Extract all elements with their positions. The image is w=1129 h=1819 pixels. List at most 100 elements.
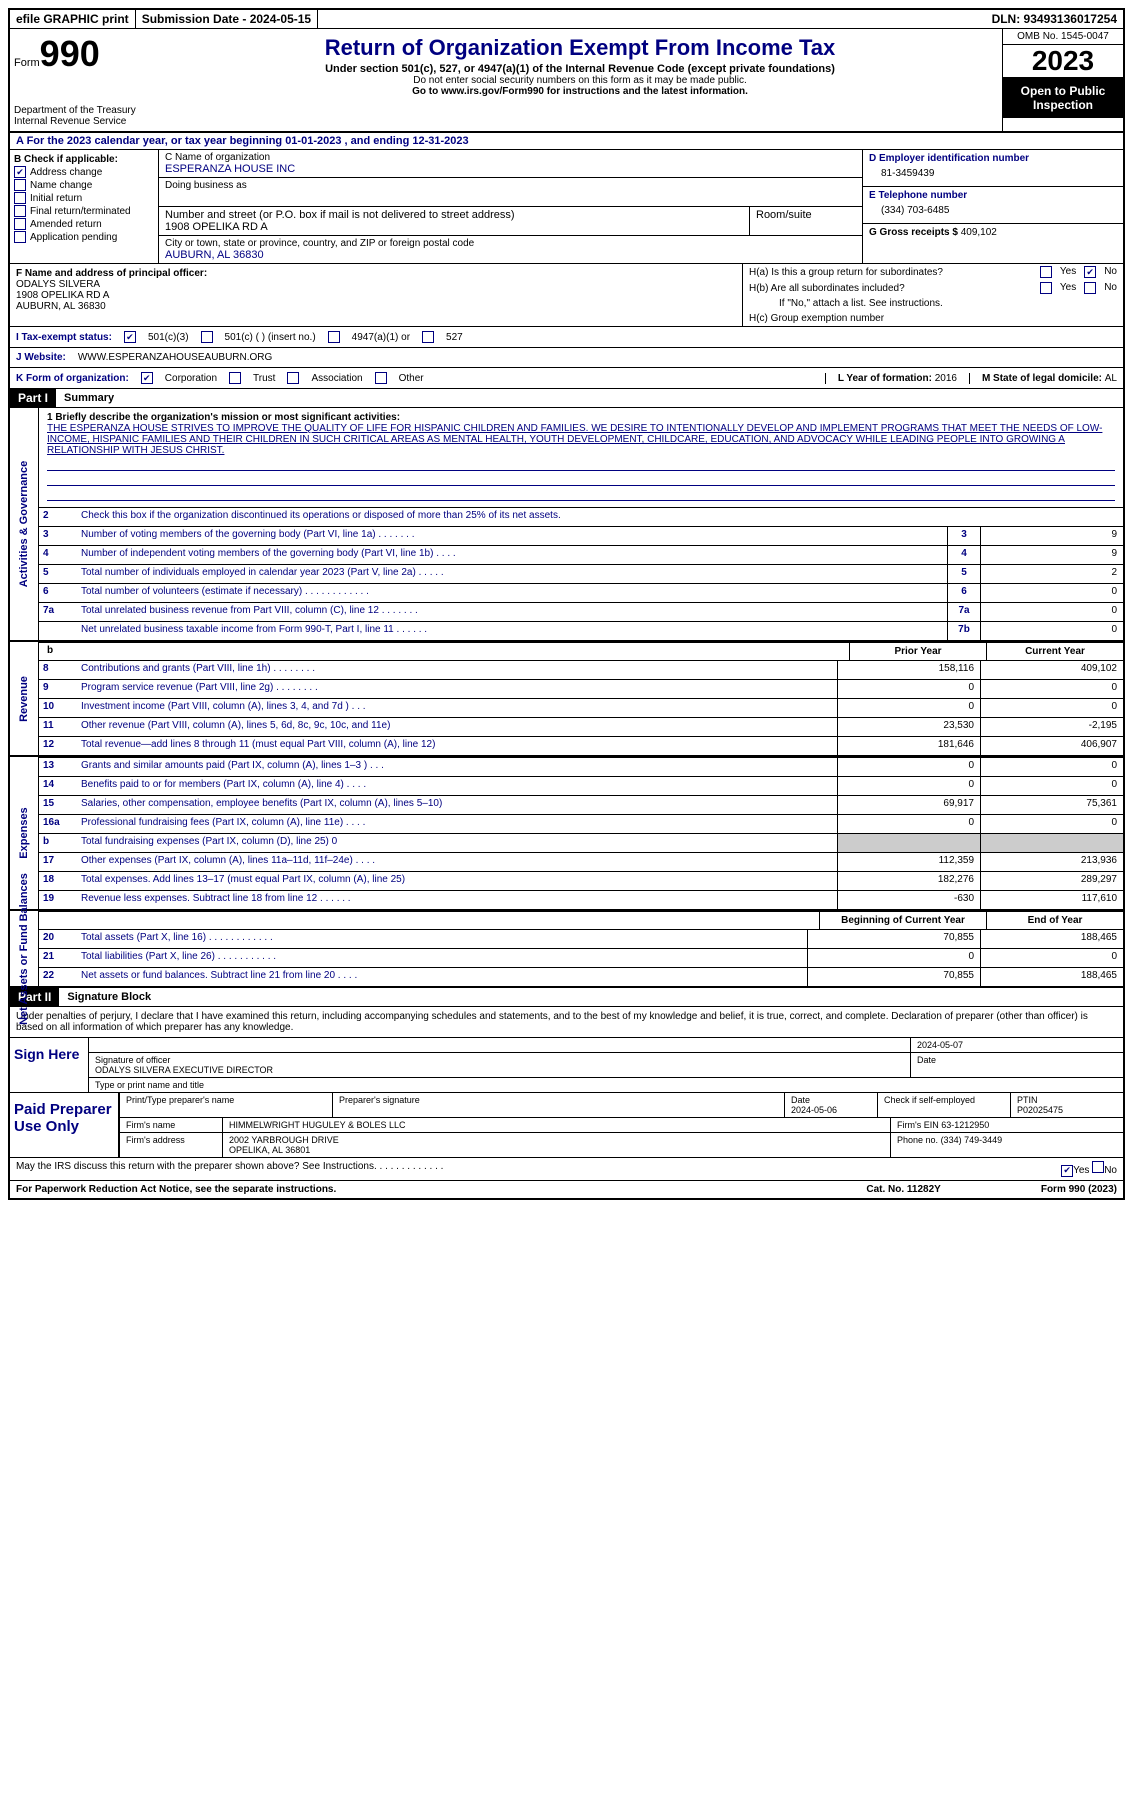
current-year-header: Current Year bbox=[986, 643, 1123, 660]
header-right: OMB No. 1545-0047 2023 Open to Public In… bbox=[1002, 29, 1123, 131]
table-row: 7aTotal unrelated business revenue from … bbox=[39, 602, 1123, 621]
table-row: 16aProfessional fundraising fees (Part I… bbox=[39, 814, 1123, 833]
prior-year-header: Prior Year bbox=[849, 643, 986, 660]
table-row: 9Program service revenue (Part VIII, lin… bbox=[39, 679, 1123, 698]
corp-checkbox[interactable] bbox=[141, 372, 153, 384]
trust-checkbox[interactable] bbox=[229, 372, 241, 384]
app-pending-checkbox[interactable] bbox=[14, 231, 26, 243]
firm-ein: 63-1212950 bbox=[941, 1120, 989, 1130]
part1-header: Part I Summary bbox=[10, 389, 1123, 408]
discuss-row: May the IRS discuss this return with the… bbox=[10, 1158, 1123, 1181]
table-row: 18Total expenses. Add lines 13–17 (must … bbox=[39, 871, 1123, 890]
hb-yes[interactable] bbox=[1040, 282, 1052, 294]
hb-no[interactable] bbox=[1084, 282, 1096, 294]
section-b-label: B Check if applicable: bbox=[14, 154, 118, 165]
cat-no: Cat. No. 11282Y bbox=[866, 1184, 940, 1195]
table-row: 8Contributions and grants (Part VIII, li… bbox=[39, 660, 1123, 679]
table-row: 12Total revenue—add lines 8 through 11 (… bbox=[39, 736, 1123, 755]
4947-checkbox[interactable] bbox=[328, 331, 340, 343]
tax-year: 2023 bbox=[1003, 45, 1123, 78]
prep-date: 2024-05-06 bbox=[791, 1105, 837, 1115]
room-label: Room/suite bbox=[750, 207, 862, 235]
revenue-section: Revenue b Prior Year Current Year 8Contr… bbox=[10, 642, 1123, 757]
ein-value: 81-3459439 bbox=[869, 164, 1117, 183]
state-domicile: AL bbox=[1105, 373, 1117, 384]
footer: For Paperwork Reduction Act Notice, see … bbox=[10, 1181, 1123, 1198]
mission-label: 1 Briefly describe the organization's mi… bbox=[47, 412, 400, 423]
officer-name: ODALYS SILVERA bbox=[16, 279, 100, 290]
header-left: Form990 Department of the Treasury Inter… bbox=[10, 29, 158, 131]
ha-no[interactable] bbox=[1084, 266, 1096, 278]
paperwork-notice: For Paperwork Reduction Act Notice, see … bbox=[16, 1184, 336, 1195]
firm-addr2: OPELIKA, AL 36801 bbox=[229, 1145, 310, 1155]
sign-date: 2024-05-07 bbox=[911, 1038, 1123, 1052]
gross-receipts-value: 409,102 bbox=[961, 227, 997, 238]
form-footer: Form 990 (2023) bbox=[1041, 1184, 1117, 1195]
final-return-checkbox[interactable] bbox=[14, 205, 26, 217]
entity-meta: B Check if applicable: Address change Na… bbox=[10, 150, 1123, 264]
expenses-vlabel: Expenses bbox=[18, 807, 30, 858]
netassets-section: Net Assets or Fund Balances Beginning of… bbox=[10, 911, 1123, 988]
year-formation: 2016 bbox=[935, 373, 957, 384]
b-label: b bbox=[39, 643, 849, 660]
section-klm: K Form of organization: Corporation Trus… bbox=[10, 368, 1123, 389]
section-a: A For the 2023 calendar year, or tax yea… bbox=[10, 133, 1123, 150]
dept-label: Department of the Treasury Internal Reve… bbox=[14, 105, 154, 127]
table-row: 11Other revenue (Part VIII, column (A), … bbox=[39, 717, 1123, 736]
table-row: 21Total liabilities (Part X, line 26) . … bbox=[39, 948, 1123, 967]
expenses-section: Expenses 13Grants and similar amounts pa… bbox=[10, 757, 1123, 911]
omb-number: OMB No. 1545-0047 bbox=[1003, 29, 1123, 45]
open-public-badge: Open to Public Inspection bbox=[1003, 78, 1123, 118]
initial-return-checkbox[interactable] bbox=[14, 192, 26, 204]
527-checkbox[interactable] bbox=[422, 331, 434, 343]
ha-label: H(a) Is this a group return for subordin… bbox=[749, 267, 943, 278]
begin-year-header: Beginning of Current Year bbox=[819, 912, 986, 929]
perjury-statement: Under penalties of perjury, I declare th… bbox=[10, 1007, 1123, 1038]
h-note: If "No," attach a list. See instructions… bbox=[743, 296, 1123, 311]
table-row: 4Number of independent voting members of… bbox=[39, 545, 1123, 564]
part2-header: Part II Signature Block bbox=[10, 988, 1123, 1007]
hb-label: H(b) Are all subordinates included? bbox=[749, 283, 905, 294]
table-row: 10Investment income (Part VIII, column (… bbox=[39, 698, 1123, 717]
table-row: 6Total number of volunteers (estimate if… bbox=[39, 583, 1123, 602]
sign-here-label: Sign Here bbox=[10, 1038, 89, 1092]
dln: DLN: 93493136017254 bbox=[986, 10, 1123, 28]
address-change-checkbox[interactable] bbox=[14, 166, 26, 178]
mission-text: THE ESPERANZA HOUSE STRIVES TO IMPROVE T… bbox=[47, 423, 1102, 456]
form-title: Return of Organization Exempt From Incom… bbox=[162, 35, 998, 61]
table-row: Net unrelated business taxable income fr… bbox=[39, 621, 1123, 640]
netassets-vlabel: Net Assets or Fund Balances bbox=[18, 873, 30, 1025]
table-row: 22Net assets or fund balances. Subtract … bbox=[39, 967, 1123, 986]
table-row: bTotal fundraising expenses (Part IX, co… bbox=[39, 833, 1123, 852]
form-990-container: efile GRAPHIC print Submission Date - 20… bbox=[8, 8, 1125, 1200]
table-row: 15Salaries, other compensation, employee… bbox=[39, 795, 1123, 814]
table-row: 14Benefits paid to or for members (Part … bbox=[39, 776, 1123, 795]
officer-addr1: 1908 OPELIKA RD A bbox=[16, 290, 109, 301]
other-checkbox[interactable] bbox=[375, 372, 387, 384]
header: Form990 Department of the Treasury Inter… bbox=[10, 29, 1123, 133]
amended-checkbox[interactable] bbox=[14, 218, 26, 230]
ein-label: D Employer identification number bbox=[869, 153, 1117, 164]
name-change-checkbox[interactable] bbox=[14, 179, 26, 191]
form-label: Form bbox=[14, 57, 40, 69]
ha-yes[interactable] bbox=[1040, 266, 1052, 278]
form-subtitle: Under section 501(c), 527, or 4947(a)(1)… bbox=[162, 63, 998, 75]
gross-receipts-label: G Gross receipts $ bbox=[869, 227, 958, 238]
org-name-label: C Name of organization bbox=[165, 152, 856, 163]
501c-checkbox[interactable] bbox=[201, 331, 213, 343]
ptin: P02025475 bbox=[1017, 1105, 1063, 1115]
501c3-checkbox[interactable] bbox=[124, 331, 136, 343]
assoc-checkbox[interactable] bbox=[287, 372, 299, 384]
street-address: 1908 OPELIKA RD A bbox=[165, 221, 743, 233]
section-b: B Check if applicable: Address change Na… bbox=[10, 150, 159, 263]
firm-addr1: 2002 YARBROUGH DRIVE bbox=[229, 1135, 339, 1145]
table-row: 3Number of voting members of the governi… bbox=[39, 526, 1123, 545]
phone-value: (334) 703-6485 bbox=[869, 201, 1117, 220]
discuss-no[interactable] bbox=[1092, 1161, 1104, 1173]
city-state-zip: AUBURN, AL 36830 bbox=[165, 249, 856, 261]
section-j: J Website: WWW.ESPERANZAHOUSEAUBURN.ORG bbox=[10, 348, 1123, 368]
phone-label: E Telephone number bbox=[869, 190, 1117, 201]
addr-label: Number and street (or P.O. box if mail i… bbox=[165, 209, 743, 221]
discuss-yes[interactable] bbox=[1061, 1165, 1073, 1177]
top-bar: efile GRAPHIC print Submission Date - 20… bbox=[10, 10, 1123, 29]
